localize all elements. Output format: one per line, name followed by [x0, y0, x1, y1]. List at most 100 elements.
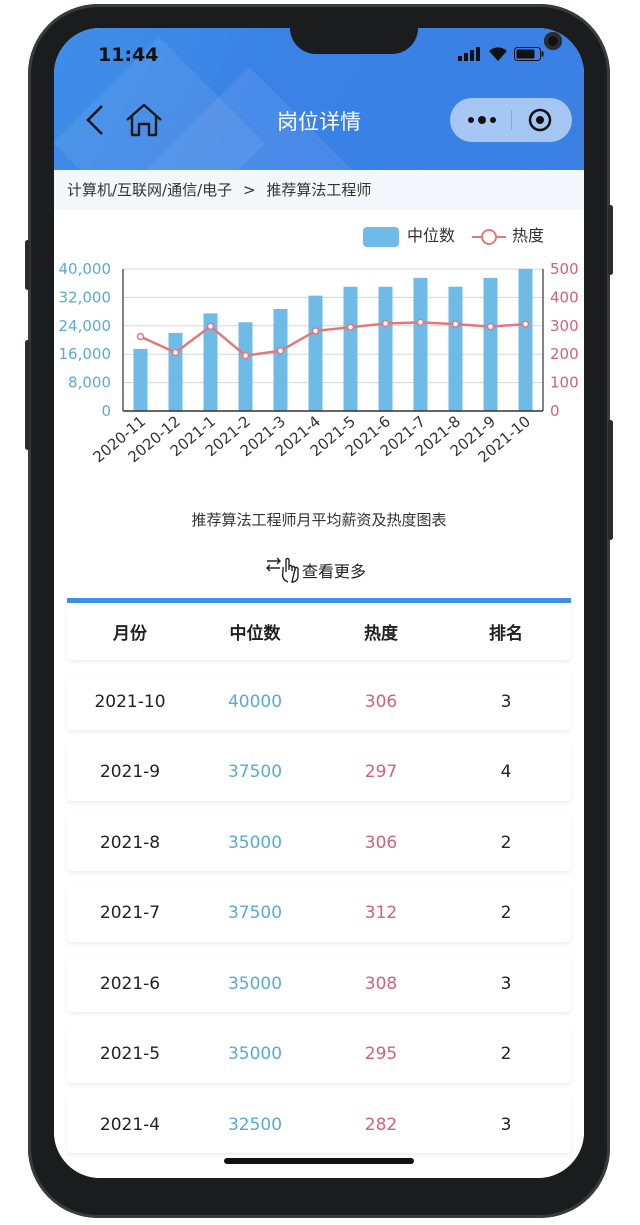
wifi-icon [489, 47, 507, 61]
bar-2021-5 [343, 286, 358, 411]
home-indicator [224, 1158, 414, 1164]
table-row[interactable]: 2021-9 37500 297 4 [67, 743, 571, 801]
nav-header: 11:44 岗位详情 [54, 28, 584, 170]
breadcrumb-separator: > [242, 181, 256, 199]
right-tick-label: 0 [550, 402, 560, 420]
header-rank: 排名 [489, 624, 523, 644]
cell-rank: 2 [500, 903, 512, 923]
cell-month: 2021-7 [99, 903, 161, 923]
table-row[interactable]: 2021-10 40000 306 3 [67, 673, 571, 730]
signal-icon [458, 47, 480, 61]
table-row[interactable]: 2021-6 35000 308 3 [67, 955, 571, 1012]
heat-point-2021-4 [311, 327, 320, 335]
heat-point-2020-12 [171, 348, 180, 357]
cell-month: 2021-8 [99, 832, 161, 853]
table-row[interactable]: 2021-8 35000 306 2 [67, 814, 571, 871]
cell-month: 2021-10 [94, 691, 166, 712]
heat-point-2021-9 [486, 322, 495, 331]
left-tick-label: 0 [101, 402, 111, 420]
cell-rank: 3 [500, 691, 512, 712]
bar-2020-12 [168, 332, 183, 411]
table-row[interactable]: 2021-7 37500 312 2 [67, 884, 571, 942]
bar-2021-7 [413, 277, 428, 411]
chart-caption: 推荐算法工程师月平均薪资及热度图表 [191, 511, 447, 529]
bar-2020-11 [133, 348, 148, 411]
right-tick-label: 100 [550, 374, 579, 392]
page-title: 岗位详情 [277, 110, 361, 134]
header-month: 月份 [113, 624, 147, 644]
view-more-link[interactable]: 查看更多 [266, 556, 366, 584]
right-tick-label: 400 [550, 288, 579, 306]
capsule-menu [450, 98, 572, 142]
bar-2021-9 [483, 277, 498, 411]
bar-2021-10 [518, 269, 533, 411]
header-heat: 热度 [364, 624, 398, 644]
cell-median: 40000 [227, 691, 283, 712]
cell-heat: 308 [364, 973, 398, 994]
heat-point-2021-7 [416, 318, 425, 327]
heat-point-2020-11 [136, 332, 145, 341]
cell-heat: 312 [364, 903, 398, 923]
status-icons [458, 46, 544, 61]
table-row[interactable]: 2021-5 35000 295 2 [67, 1025, 571, 1083]
side-button [608, 205, 613, 275]
cell-heat: 295 [364, 1044, 398, 1064]
bar-2021-6 [378, 286, 393, 411]
home-icon[interactable] [124, 102, 164, 138]
status-time: 11:44 [98, 44, 159, 66]
bar-2021-8 [448, 286, 463, 411]
more-dots-icon[interactable] [466, 113, 498, 127]
legend-line-swatch [472, 228, 506, 245]
table-row[interactable]: 2021-4 32500 282 3 [67, 1096, 571, 1153]
left-tick-label: 40,000 [59, 260, 112, 278]
left-tick-label: 24,000 [59, 317, 112, 335]
breadcrumb: 计算机/互联网/通信/电子 > 推荐算法工程师 [54, 170, 584, 210]
bar-2021-4 [308, 295, 323, 411]
left-tick-label: 8,000 [68, 374, 111, 392]
bar-2021-1 [203, 313, 218, 411]
breadcrumb-category[interactable]: 计算机/互联网/通信/电子 [67, 181, 233, 199]
breadcrumb-job: 推荐算法工程师 [266, 181, 372, 199]
table-header: 月份 中位数 热度 排名 [67, 603, 571, 660]
cell-heat: 297 [364, 762, 398, 782]
cell-rank: 3 [500, 973, 512, 994]
cell-median: 37500 [227, 762, 283, 782]
target-circle-icon[interactable] [528, 108, 552, 132]
left-tick-label: 32,000 [59, 288, 112, 306]
heat-point-2021-6 [381, 319, 390, 328]
left-tick-label: 16,000 [59, 345, 112, 363]
cell-month: 2021-4 [99, 1114, 161, 1135]
screen: 11:44 岗位详情 计算机/互联网/通信/电子 > 推荐算法工程师 中位数 热… [54, 28, 584, 1178]
bar-2021-3 [273, 308, 288, 411]
hand-pointer-icon [266, 557, 299, 583]
side-button [25, 340, 30, 450]
cell-heat: 306 [364, 691, 398, 712]
heat-point-2021-1 [206, 322, 215, 331]
heat-point-2021-3 [276, 347, 285, 355]
heat-point-2021-8 [451, 320, 460, 328]
legend-item-heat[interactable]: 热度 [472, 222, 544, 247]
cell-heat: 306 [364, 832, 398, 853]
cell-median: 35000 [227, 973, 283, 994]
legend-item-median[interactable]: 中位数 [363, 222, 455, 247]
side-button [25, 240, 30, 290]
cell-median: 32500 [227, 1114, 283, 1135]
cell-month: 2021-5 [99, 1044, 161, 1064]
notch [290, 28, 562, 54]
heat-point-2021-2 [241, 351, 250, 360]
heat-line [139, 321, 526, 357]
cell-median: 37500 [227, 903, 283, 923]
cell-median: 35000 [227, 832, 283, 853]
table-top-bar [67, 598, 571, 603]
cell-month: 2021-9 [99, 762, 161, 782]
cell-median: 35000 [227, 1044, 283, 1064]
right-tick-label: 300 [550, 317, 579, 335]
cell-rank: 4 [500, 762, 512, 782]
cell-heat: 282 [364, 1114, 398, 1135]
cell-rank: 2 [500, 832, 512, 853]
right-tick-label: 200 [550, 345, 579, 363]
cell-month: 2021-6 [99, 973, 161, 994]
right-tick-label: 500 [550, 260, 579, 278]
bar-2021-2 [238, 322, 253, 411]
chevron-left-icon[interactable] [84, 104, 106, 136]
